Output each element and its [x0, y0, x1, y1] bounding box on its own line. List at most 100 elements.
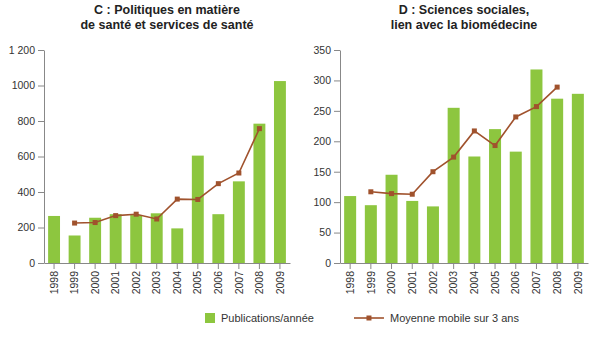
bar — [171, 228, 183, 263]
line-marker — [257, 126, 262, 131]
x-tick-label: 2008 — [551, 271, 563, 295]
y-tick-mark — [334, 80, 340, 81]
legend-item: Moyenne mobile sur 3 ans — [354, 312, 520, 324]
x-axis-line — [45, 263, 291, 264]
y-tick-mark — [334, 263, 340, 264]
y-axis-line — [44, 51, 45, 264]
x-tick-mark — [95, 263, 96, 269]
line-marker — [113, 213, 118, 218]
bar — [530, 69, 542, 263]
y-tick-mark — [334, 233, 340, 234]
bar — [386, 175, 398, 263]
x-tick-label: 2007 — [530, 271, 542, 295]
legend-item: Publications/année — [205, 312, 314, 324]
y-tick-mark — [38, 192, 44, 193]
x-tick-label: 2004 — [171, 271, 183, 295]
y-tick-label: 400 — [17, 186, 35, 198]
legend-marker — [366, 316, 371, 321]
x-tick-label: 2009 — [572, 271, 584, 295]
x-axis: 1998199920002001200220032004200520062007… — [45, 263, 291, 294]
bar — [253, 124, 265, 263]
bar — [69, 235, 81, 263]
line — [75, 129, 260, 223]
y-tick: 150 — [313, 166, 340, 178]
title-line: C : Politiques en matière — [94, 3, 240, 17]
line-marker — [175, 197, 180, 202]
chart-title: C : Politiques en matièrede santé et ser… — [80, 3, 253, 32]
y-tick-label: 200 — [313, 135, 331, 147]
y-tick-label: 150 — [313, 166, 331, 178]
x-tick-mark — [474, 263, 475, 269]
y-tick-mark — [334, 202, 340, 203]
y-tick: 400 — [17, 186, 44, 198]
x-tick: 2003 — [150, 263, 162, 294]
bar — [274, 81, 286, 263]
legend: Publications/année Moyenne mobile sur 3 a… — [205, 312, 519, 324]
y-tick: 1000 — [12, 79, 44, 91]
x-tick-mark — [536, 263, 537, 269]
bar — [427, 206, 439, 263]
line — [371, 87, 557, 194]
bar — [468, 157, 480, 264]
y-tick: 0 — [325, 257, 340, 269]
plot-area — [344, 69, 584, 263]
bar — [192, 156, 204, 263]
y-tick-label: 1 200 — [9, 44, 35, 56]
y-tick-label: 800 — [17, 115, 35, 127]
chart-canvas: 020040060080010001 200199819992000200120… — [0, 0, 595, 337]
x-tick: 2002 — [427, 263, 439, 294]
y-tick-label: 350 — [313, 44, 331, 56]
y-tick-mark — [38, 263, 44, 264]
line-marker — [236, 171, 241, 176]
line-marker — [389, 191, 394, 196]
x-tick: 2000 — [89, 263, 101, 294]
bar — [233, 181, 245, 263]
y-tick-label: 0 — [29, 257, 35, 269]
x-tick-label: 2002 — [130, 271, 142, 295]
y-tick: 1 200 — [9, 44, 44, 56]
x-tick-mark — [370, 263, 371, 269]
legend-label: Moyenne mobile sur 3 ans — [390, 312, 520, 324]
y-tick-mark — [334, 141, 340, 142]
x-tick-mark — [515, 263, 516, 269]
x-tick-mark — [495, 263, 496, 269]
x-tick: 2003 — [447, 263, 459, 294]
bar — [572, 94, 584, 263]
y-tick: 800 — [17, 115, 44, 127]
y-tick: 200 — [313, 135, 340, 147]
y-tick-label: 50 — [319, 226, 331, 238]
y-axis: 0 50 100 150 200 250 300 350 — [313, 44, 340, 269]
y-tick-mark — [38, 50, 44, 51]
line-marker — [154, 216, 159, 221]
x-tick-mark — [218, 263, 219, 269]
x-tick-mark — [136, 263, 137, 269]
title-line: de santé et services de santé — [80, 18, 253, 32]
x-tick-label: 2001 — [109, 271, 121, 295]
x-tick-mark — [432, 263, 433, 269]
y-tick: 600 — [17, 150, 44, 162]
title-line: D : Sciences sociales, — [399, 3, 530, 17]
y-tick: 250 — [313, 105, 340, 117]
y-tick: 200 — [17, 221, 44, 233]
x-tick-label: 2008 — [253, 271, 265, 295]
x-axis-line — [341, 263, 589, 264]
line-marker — [555, 85, 560, 90]
x-tick-label: 2003 — [150, 271, 162, 295]
x-tick: 1998 — [48, 263, 60, 294]
y-tick: 0 — [29, 257, 44, 269]
bar — [489, 129, 501, 263]
y-tick-label: 250 — [313, 105, 331, 117]
x-tick-label: 2009 — [274, 271, 286, 295]
y-tick: 100 — [313, 196, 340, 208]
y-tick-label: 0 — [325, 257, 331, 269]
x-tick-label: 1998 — [344, 271, 356, 295]
line-marker — [72, 221, 77, 226]
y-tick-mark — [334, 172, 340, 173]
x-tick-label: 2003 — [447, 271, 459, 295]
y-tick-label: 300 — [313, 74, 331, 86]
y-tick-mark — [38, 228, 44, 229]
x-tick-label: 2000 — [89, 271, 101, 295]
chart-panel: 020040060080010001 200199819992000200120… — [9, 44, 291, 294]
bar-series — [48, 81, 286, 263]
bar — [151, 213, 163, 263]
